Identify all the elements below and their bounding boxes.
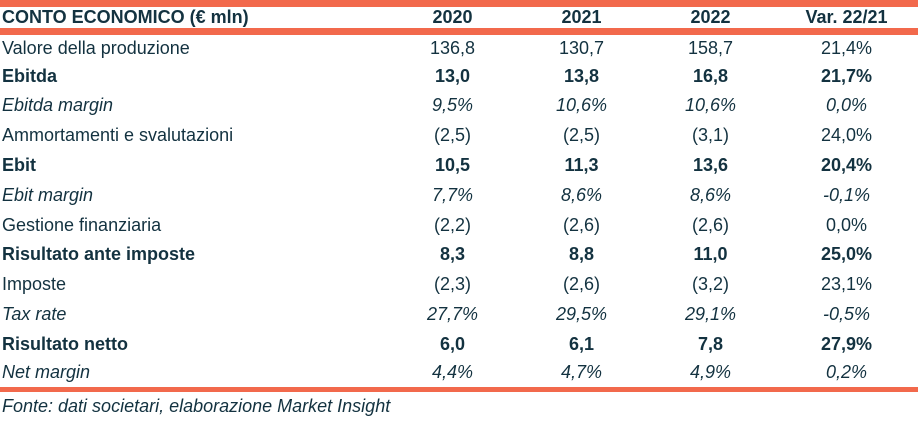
row-label: Ammortamenti e svalutazioni [2, 125, 234, 146]
table-row-ebitda-margin: Ebitda margin 9,5% 10,6% 10,6% 0,0% [0, 91, 918, 121]
cell-2021: 4,7% [560, 362, 603, 383]
table-row-ebit-margin: Ebit margin 7,7% 8,6% 8,6% -0,1% [0, 180, 918, 210]
column-header-2022: 2022 [646, 0, 775, 35]
column-header-var-22-21: Var. 22/21 [775, 0, 918, 35]
table-title: CONTO ECONOMICO (€ mln) [0, 0, 388, 35]
row-label: Gestione finanziaria [2, 214, 162, 235]
table-row-ammortamenti: Ammortamenti e svalutazioni (2,5) (2,5) … [0, 121, 918, 151]
row-label: Ebitda [2, 65, 58, 86]
cell-2020: 7,7% [431, 184, 474, 205]
cell-2022: (3,1) [691, 125, 729, 146]
cell-2020: 6,0 [439, 333, 466, 354]
table-row-ebit: Ebit 10,5 11,3 13,6 20,4% [0, 151, 918, 181]
cell-2020: 10,5 [434, 155, 471, 176]
cell-2021: 8,6% [560, 184, 603, 205]
cell-2021: 8,8 [568, 244, 595, 265]
cell-var: 23,1% [820, 274, 873, 295]
cell-2022: 13,6 [692, 155, 729, 176]
cell-var: 0,0% [825, 95, 868, 116]
cell-var: 24,0% [820, 125, 873, 146]
row-label: Risultato netto [2, 333, 128, 354]
source-note: Fonte: dati societari, elaborazione Mark… [2, 396, 391, 417]
column-header-2020: 2020 [388, 0, 517, 35]
cell-var: 27,9% [820, 333, 873, 354]
cell-2020: (2,5) [433, 125, 471, 146]
cell-2021: 29,5% [555, 304, 608, 325]
cell-2021: (2,5) [562, 125, 600, 146]
cell-2020: (2,3) [433, 274, 471, 295]
cell-var: -0,5% [822, 304, 871, 325]
cell-2022: 10,6% [684, 95, 737, 116]
cell-2022: 158,7 [687, 37, 734, 58]
table-row-imposte: Imposte (2,3) (2,6) (3,2) 23,1% [0, 270, 918, 300]
cell-2022: 11,0 [693, 244, 728, 265]
cell-2022: 4,9% [689, 362, 732, 383]
cell-2020: 8,3 [439, 244, 466, 265]
table-header-row: CONTO ECONOMICO (€ mln) 2020 2021 2022 V… [0, 0, 918, 35]
cell-var: 0,2% [825, 362, 868, 383]
cell-2022: 16,8 [692, 65, 729, 86]
income-statement-table: CONTO ECONOMICO (€ mln) 2020 2021 2022 V… [0, 0, 918, 392]
cell-2022: (2,6) [691, 214, 729, 235]
column-header-2021: 2021 [517, 0, 646, 35]
cell-2022: 29,1% [684, 304, 737, 325]
row-label: Ebit [2, 155, 36, 176]
cell-var: 21,7% [820, 65, 873, 86]
cell-var: 21,4% [820, 37, 873, 58]
cell-2020: 27,7% [426, 304, 479, 325]
table-row-ebitda: Ebitda 13,0 13,8 16,8 21,7% [0, 61, 918, 91]
cell-2020: 4,4% [431, 362, 474, 383]
table-body: Valore della produzione 136,8 130,7 158,… [0, 32, 918, 390]
cell-2021: (2,6) [562, 214, 600, 235]
cell-var: 20,4% [820, 155, 873, 176]
row-label: Ebitda margin [2, 95, 114, 116]
cell-2021: 11,3 [564, 155, 599, 176]
row-label: Valore della produzione [2, 37, 190, 58]
cell-2022: (3,2) [691, 274, 729, 295]
cell-var: -0,1% [822, 184, 871, 205]
cell-2021: 13,8 [563, 65, 600, 86]
cell-2021: (2,6) [562, 274, 600, 295]
cell-2022: 8,6% [689, 184, 732, 205]
table-row-tax-rate: Tax rate 27,7% 29,5% 29,1% -0,5% [0, 300, 918, 330]
row-label: Net margin [2, 362, 91, 383]
cell-2022: 7,8 [697, 333, 724, 354]
row-label: Tax rate [2, 304, 67, 325]
table-row-risultato-ante-imposte: Risultato ante imposte 8,3 8,8 11,0 25,0… [0, 240, 918, 270]
cell-var: 25,0% [820, 244, 873, 265]
cell-2020: 13,0 [434, 65, 471, 86]
row-label: Imposte [2, 274, 67, 295]
table-row-valore-della-produzione: Valore della produzione 136,8 130,7 158,… [0, 32, 918, 62]
row-label: Ebit margin [2, 184, 94, 205]
table-row-gestione-finanziaria: Gestione finanziaria (2,2) (2,6) (2,6) 0… [0, 210, 918, 240]
cell-2020: 136,8 [429, 37, 476, 58]
table-row-risultato-netto: Risultato netto 6,0 6,1 7,8 27,9% [0, 329, 918, 359]
row-label: Risultato ante imposte [2, 244, 196, 265]
table-row-net-margin: Net margin 4,4% 4,7% 4,9% 0,2% [0, 359, 918, 389]
cell-var: 0,0% [825, 214, 868, 235]
cell-2021: 6,1 [568, 333, 595, 354]
cell-2020: 9,5% [431, 95, 474, 116]
cell-2021: 10,6% [555, 95, 608, 116]
cell-2021: 130,7 [558, 37, 605, 58]
cell-2020: (2,2) [433, 214, 471, 235]
